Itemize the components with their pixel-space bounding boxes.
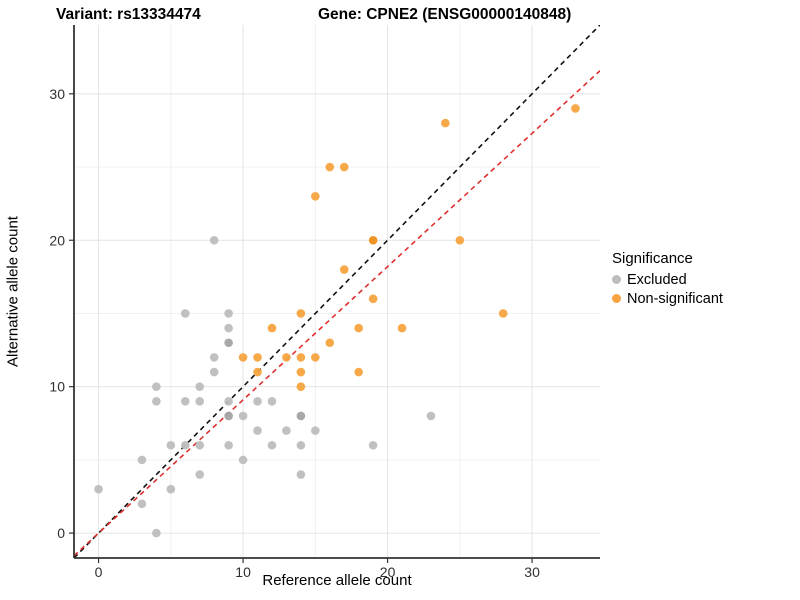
data-point-excluded [253,426,262,435]
data-point-excluded [296,411,306,421]
data-point-non-significant [397,323,407,333]
data-point-excluded [209,235,219,245]
x-axis-label: Reference allele count [262,572,412,589]
data-point-non-significant [325,338,335,348]
legend-item-non-significant: Non-significant [612,289,797,308]
data-point-excluded [267,397,277,406]
data-point-non-significant [339,265,349,274]
legend: Significance Excluded Non-significant [612,250,797,308]
data-point-non-significant [441,118,450,128]
data-point-excluded [209,367,219,377]
y-tick-label: 0 [57,525,65,541]
plot-title: Variant: rs13334474 Gene: CPNE2 (ENSG000… [0,6,800,28]
data-point-excluded [152,397,161,406]
data-point-excluded [238,411,248,421]
data-point-non-significant [311,353,320,362]
legend-item-label: Non-significant [627,290,723,307]
data-point-excluded [296,440,306,450]
data-point-excluded [224,411,233,421]
x-tick-label: 30 [524,564,540,580]
data-point-non-significant [571,104,580,113]
data-point-excluded [180,309,190,318]
data-point-non-significant [311,192,320,201]
data-point-excluded [296,470,306,479]
data-point-non-significant [368,294,378,304]
data-point-non-significant [354,323,363,333]
data-point-excluded [311,426,320,435]
legend-title: Significance [612,250,693,267]
x-tick-label: 0 [95,564,103,580]
legend-item-label: Excluded [627,271,687,288]
data-point-non-significant [253,367,262,377]
data-point-non-significant [368,235,378,245]
data-point-non-significant [354,367,363,377]
data-point-non-significant [282,353,291,362]
legend-item-excluded: Excluded [612,270,797,289]
y-tick-label: 20 [49,232,65,248]
data-point-excluded [224,309,233,318]
data-point-excluded [224,323,233,333]
data-point-excluded [195,440,205,450]
ratio-line [74,70,600,557]
y-tick-label: 10 [49,379,65,395]
data-point-excluded [224,440,233,450]
data-point-excluded [238,455,248,465]
x-tick-label: 10 [235,564,251,580]
data-point-excluded [137,499,147,509]
data-point-excluded [209,353,219,362]
variant-title: Variant: rs13334474 [56,6,201,23]
data-point-excluded [195,397,205,406]
data-point-excluded [195,382,205,391]
data-point-non-significant [455,235,465,245]
data-point-non-significant [296,367,306,377]
y-axis-label: Alternative allele count [4,216,22,367]
non-significant-dot-icon [612,294,621,303]
excluded-dot-icon [612,275,621,284]
data-point-excluded [267,440,277,450]
data-point-non-significant [325,162,335,172]
data-point-non-significant [498,309,508,318]
data-point-excluded [166,440,176,450]
data-point-non-significant [267,323,277,333]
data-point-non-significant [238,353,248,362]
data-point-excluded [368,440,378,450]
data-point-non-significant [296,309,306,318]
data-point-excluded [195,470,205,479]
data-point-excluded [426,411,436,421]
data-point-non-significant [339,162,349,172]
data-point-excluded [224,397,233,406]
data-point-excluded [152,382,161,391]
data-point-excluded [152,528,161,538]
gene-title: Gene: CPNE2 (ENSG00000140848) [318,6,572,23]
identity-line [74,25,600,558]
data-point-excluded [180,397,190,406]
data-point-excluded [253,397,262,406]
x-tick-label: 20 [380,564,396,580]
data-point-non-significant [253,353,262,362]
data-point-excluded [224,338,233,348]
data-point-excluded [137,455,147,465]
y-tick-label: 30 [49,86,65,102]
data-point-excluded [180,440,190,450]
data-point-non-significant [296,382,306,391]
data-point-excluded [166,484,176,494]
data-point-excluded [94,484,103,494]
data-point-non-significant [296,353,306,362]
data-point-excluded [282,426,291,435]
